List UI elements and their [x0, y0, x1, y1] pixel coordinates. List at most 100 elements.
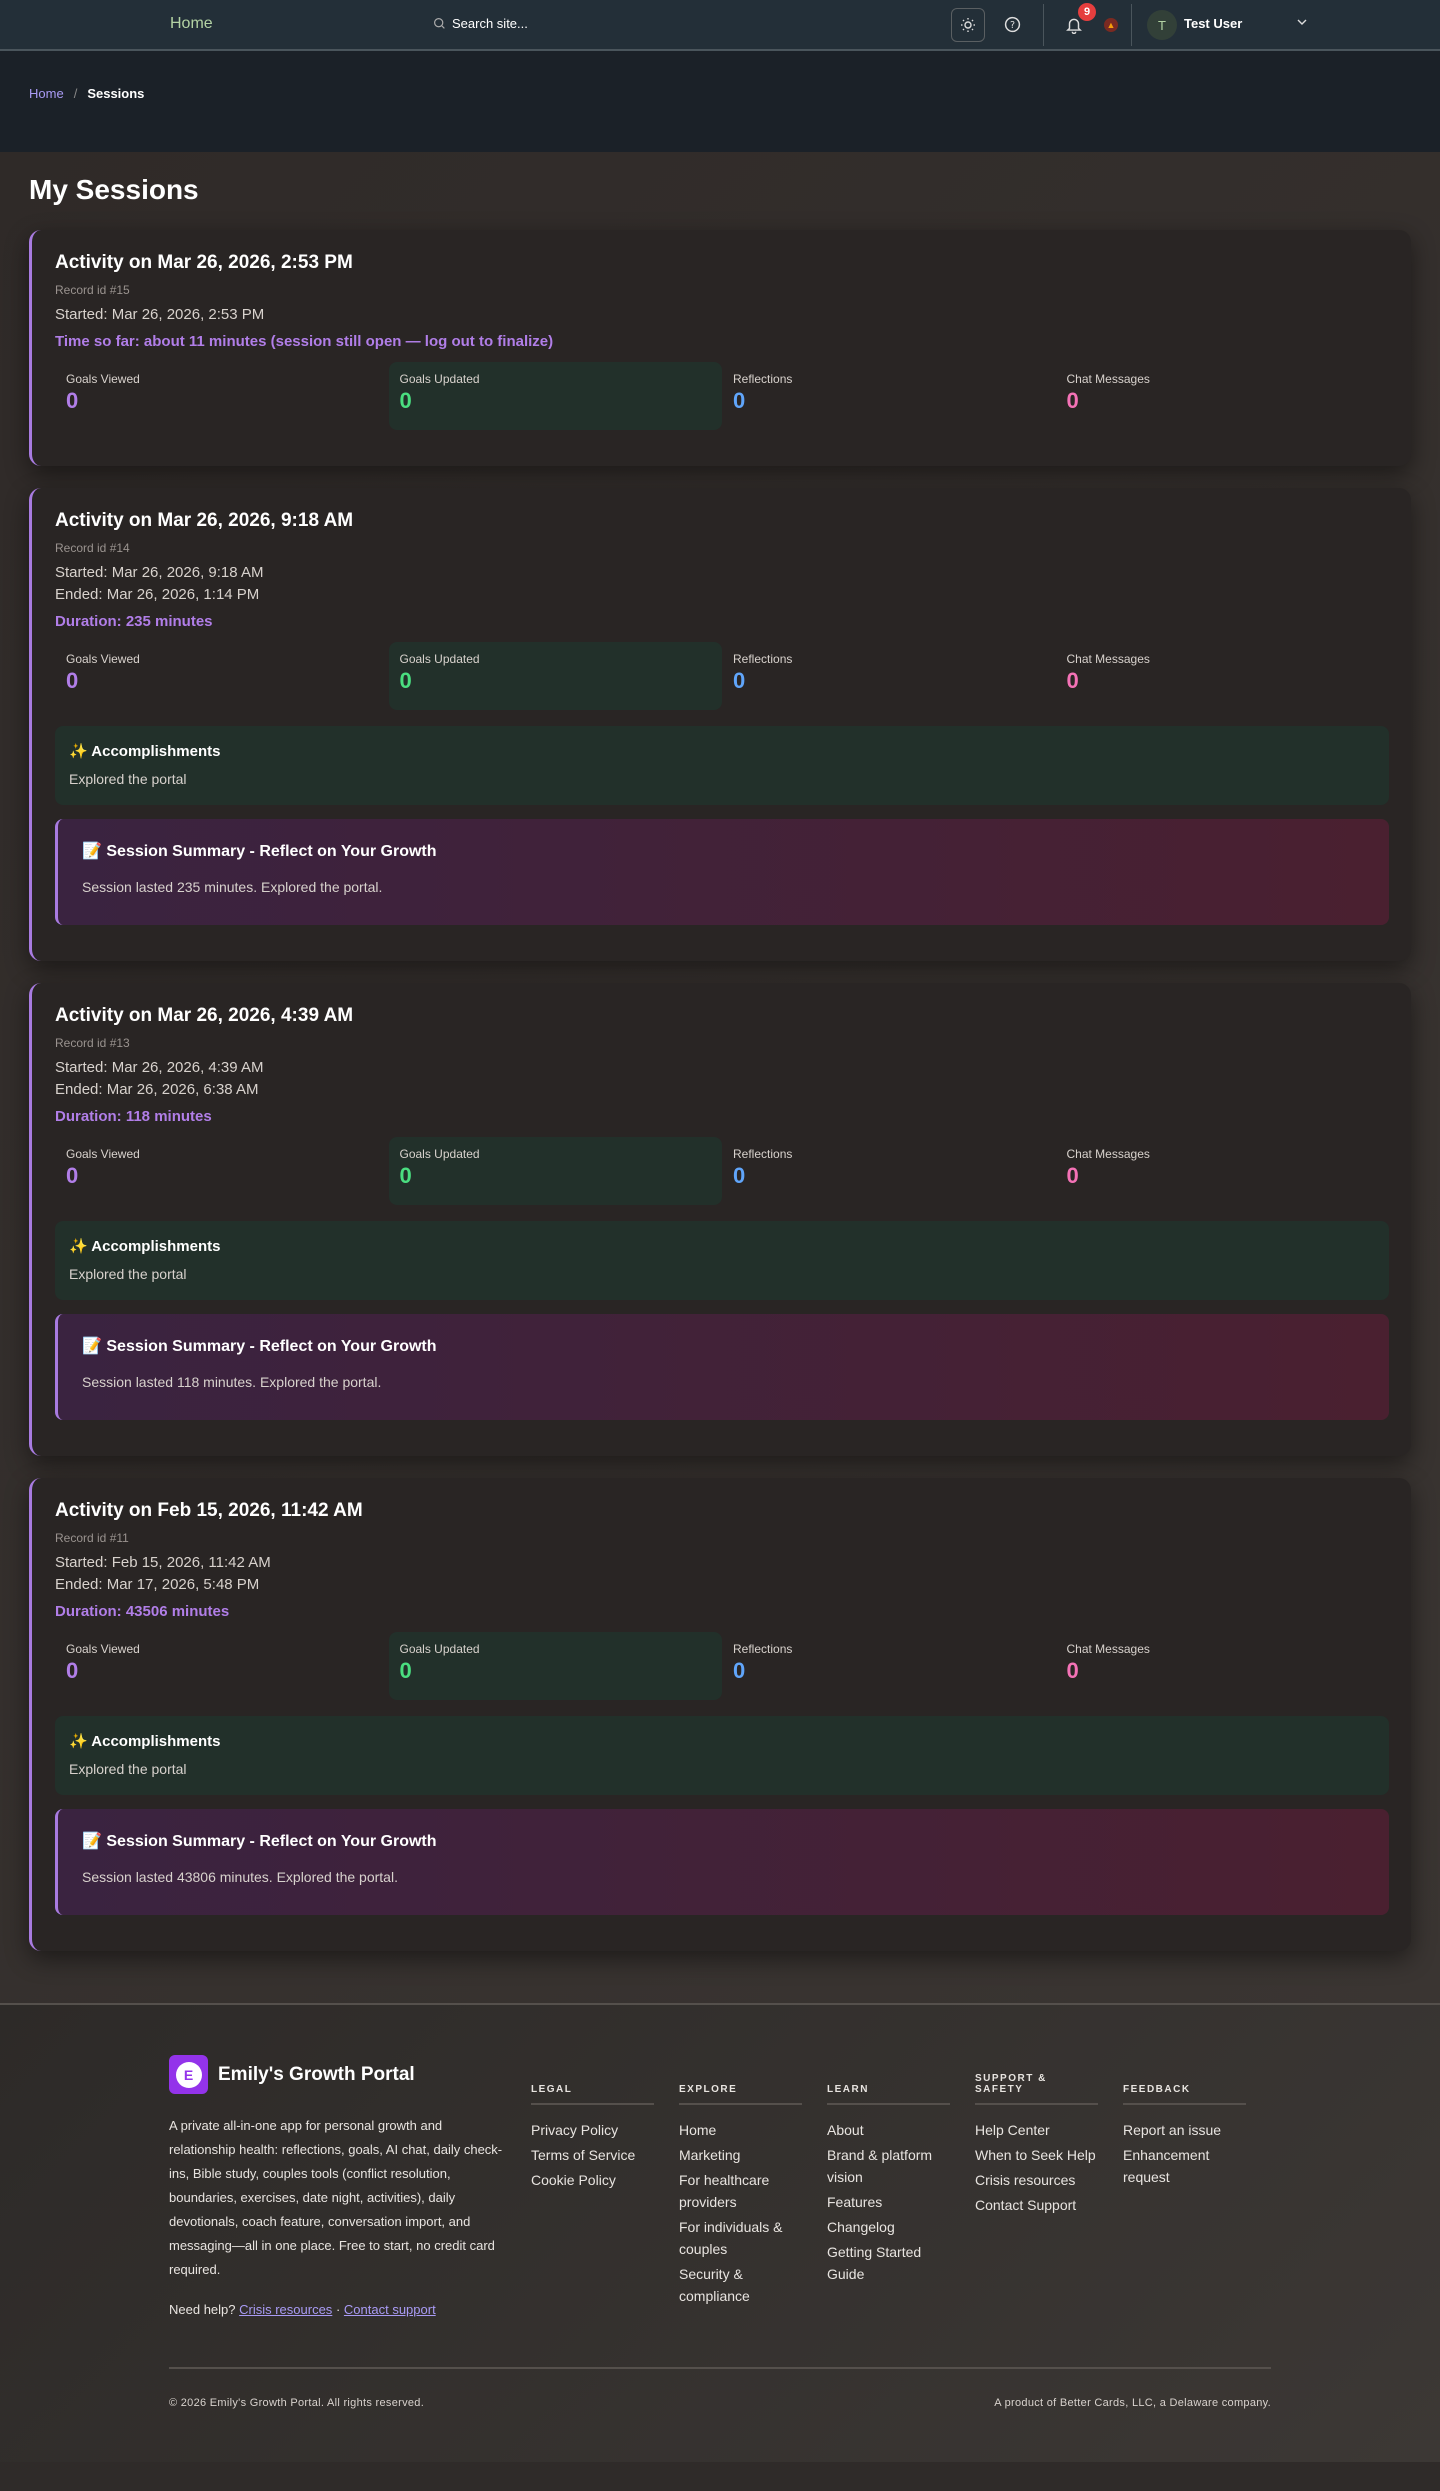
need-help: Need help? Crisis resources · Contact su…: [169, 2302, 436, 2317]
help-circle-icon: ?: [1004, 16, 1020, 32]
footer-column: FEEDBACK Report an issue Enhancement reque…: [1123, 2055, 1246, 2317]
footer-link[interactable]: Terms of Service: [531, 2147, 636, 2163]
main-content: My Sessions Activity on Mar 26, 2026, 2:…: [0, 152, 1440, 2003]
footer-link[interactable]: Brand & platform vision: [827, 2147, 933, 2185]
footer-column-heading: FEEDBACK: [1123, 2065, 1246, 2105]
stat-value: 0: [399, 388, 412, 413]
help-button[interactable]: ?: [1000, 12, 1024, 36]
stat-goals-viewed: Goals Viewed 0: [55, 362, 389, 430]
stat-reflections: Reflections 0: [722, 362, 1056, 430]
stat-value: 0: [66, 1163, 79, 1188]
footer-column: EXPLORE Home Marketing For healthcare provi…: [679, 2055, 802, 2317]
footer-link[interactable]: For individuals & couples: [679, 2219, 783, 2257]
footer-link[interactable]: Getting Started Guide: [827, 2244, 922, 2282]
summary-text: Session lasted 43806 minutes. Explored t…: [82, 1869, 398, 1885]
contact-support-link[interactable]: Contact support: [343, 2302, 436, 2317]
record-id: Record id #15: [55, 283, 130, 297]
ended-time: Ended: Mar 17, 2026, 5:48 PM: [55, 1576, 260, 1593]
svg-text:?: ?: [1009, 20, 1014, 31]
sun-icon: [961, 18, 975, 32]
stat-value: 0: [733, 1163, 746, 1188]
session-card: Activity on Mar 26, 2026, 2:53 PM Record …: [29, 230, 1411, 466]
session-duration: Time so far: about 11 minutes (session s…: [55, 333, 554, 350]
footer-link[interactable]: Enhancement request: [1123, 2147, 1210, 2185]
streak-off-icon[interactable]: ▲: [1104, 18, 1118, 32]
footer: E Emily's Growth Portal A private all-in…: [0, 2003, 1440, 2462]
stat-reflections: Reflections 0: [722, 642, 1056, 710]
top-nav: Home Search site... ? 9 ▲ T Test User: [0, 0, 1440, 51]
logo-icon: E: [169, 2055, 208, 2094]
footer-column: LEGAL Privacy Policy Terms of Service Cooki…: [531, 2055, 654, 2317]
session-duration: Duration: 118 minutes: [55, 1108, 212, 1125]
accomplishments-title: ✨ Accomplishments: [69, 1733, 221, 1750]
divider: [1043, 4, 1044, 46]
footer-link[interactable]: Privacy Policy: [531, 2122, 619, 2138]
footer-link[interactable]: Security & compliance: [679, 2266, 750, 2304]
session-title: Activity on Feb 15, 2026, 11:42 AM: [55, 1500, 363, 1521]
footer-link[interactable]: For healthcare providers: [679, 2172, 770, 2210]
footer-link[interactable]: When to Seek Help: [975, 2147, 1096, 2163]
started-time: Started: Mar 26, 2026, 2:53 PM: [55, 306, 265, 323]
footer-link[interactable]: Marketing: [679, 2147, 741, 2163]
breadcrumb-home-link[interactable]: Home: [29, 86, 64, 101]
accomplishments-title: ✨ Accomplishments: [69, 743, 221, 760]
divider: [1131, 4, 1132, 46]
crisis-resources-link[interactable]: Crisis resources: [239, 2302, 333, 2317]
accomplishments-text: Explored the portal: [69, 1761, 187, 1777]
stat-label: Goals Viewed: [66, 372, 140, 386]
footer-column-heading: LEGAL: [531, 2065, 654, 2105]
stat-label: Goals Viewed: [66, 1147, 140, 1161]
stat-label: Goals Viewed: [66, 652, 140, 666]
stat-label: Goals Updated: [399, 372, 480, 386]
stat-goals-viewed: Goals Viewed 0: [55, 1137, 389, 1205]
stat-label: Goals Updated: [399, 1642, 480, 1656]
summary-title: 📝 Session Summary - Reflect on Your Grow…: [82, 1833, 437, 1850]
stat-value: 0: [399, 668, 412, 693]
footer-link[interactable]: Crisis resources: [975, 2172, 1076, 2188]
ended-time: Ended: Mar 26, 2026, 6:38 AM: [55, 1081, 259, 1098]
footer-link[interactable]: Home: [679, 2122, 717, 2138]
footer-link[interactable]: About: [827, 2122, 864, 2138]
session-duration: Duration: 43506 minutes: [55, 1603, 230, 1620]
user-menu-button[interactable]: Test User: [1184, 16, 1243, 31]
stat-label: Goals Updated: [399, 1147, 480, 1161]
session-card: Activity on Mar 26, 2026, 4:39 AM Record …: [29, 983, 1411, 1456]
stat-goals-updated: Goals Updated 0: [388, 642, 722, 710]
accomplishments-box: ✨ Accomplishments Explored the portal: [55, 1221, 1389, 1300]
stat-value: 0: [733, 1658, 746, 1683]
footer-logo[interactable]: E Emily's Growth Portal: [169, 2055, 531, 2094]
stat-value: 0: [399, 1658, 412, 1683]
stats-row: Goals Viewed 0 Goals Updated 0 Reflections 0 C…: [55, 1137, 1389, 1205]
chevron-down-icon[interactable]: [1296, 16, 1308, 28]
footer-column: LEARN About Brand & platform vision Feature…: [827, 2055, 950, 2317]
session-list: Activity on Mar 26, 2026, 2:53 PM Record …: [29, 230, 1411, 1951]
stat-label: Chat Messages: [1066, 1147, 1150, 1161]
nav-home-link[interactable]: Home: [170, 15, 213, 32]
ended-time: Ended: Mar 26, 2026, 1:14 PM: [55, 586, 260, 603]
stat-label: Goals Viewed: [66, 1642, 140, 1656]
footer-link[interactable]: Contact Support: [975, 2197, 1077, 2213]
footer-column-heading: LEARN: [827, 2065, 950, 2105]
avatar[interactable]: T: [1147, 10, 1177, 40]
stat-goals-viewed: Goals Viewed 0: [55, 1632, 389, 1700]
notifications-button[interactable]: [1061, 12, 1087, 38]
session-summary-box: 📝 Session Summary - Reflect on Your Grow…: [55, 819, 1389, 925]
footer-links: Report an issue Enhancement request: [1123, 2119, 1246, 2188]
theme-toggle-button[interactable]: [951, 8, 985, 42]
session-duration: Duration: 235 minutes: [55, 613, 213, 630]
footer-link[interactable]: Report an issue: [1123, 2122, 1222, 2138]
search-input[interactable]: Search site...: [433, 16, 528, 31]
footer-link[interactable]: Features: [827, 2194, 883, 2210]
started-time: Started: Mar 26, 2026, 9:18 AM: [55, 564, 264, 581]
started-time: Started: Feb 15, 2026, 11:42 AM: [55, 1554, 271, 1571]
accomplishments-box: ✨ Accomplishments Explored the portal: [55, 726, 1389, 805]
footer-link[interactable]: Cookie Policy: [531, 2172, 616, 2188]
page-title: My Sessions: [29, 174, 199, 205]
footer-link[interactable]: Help Center: [975, 2122, 1050, 2138]
footer-column-heading: EXPLORE: [679, 2065, 802, 2105]
bell-icon: [1066, 18, 1082, 34]
stats-row: Goals Viewed 0 Goals Updated 0 Reflections 0 C…: [55, 1632, 1389, 1700]
stat-label: Reflections: [733, 372, 793, 386]
footer-link[interactable]: Changelog: [827, 2219, 895, 2235]
notification-count-badge: 9: [1078, 3, 1096, 21]
